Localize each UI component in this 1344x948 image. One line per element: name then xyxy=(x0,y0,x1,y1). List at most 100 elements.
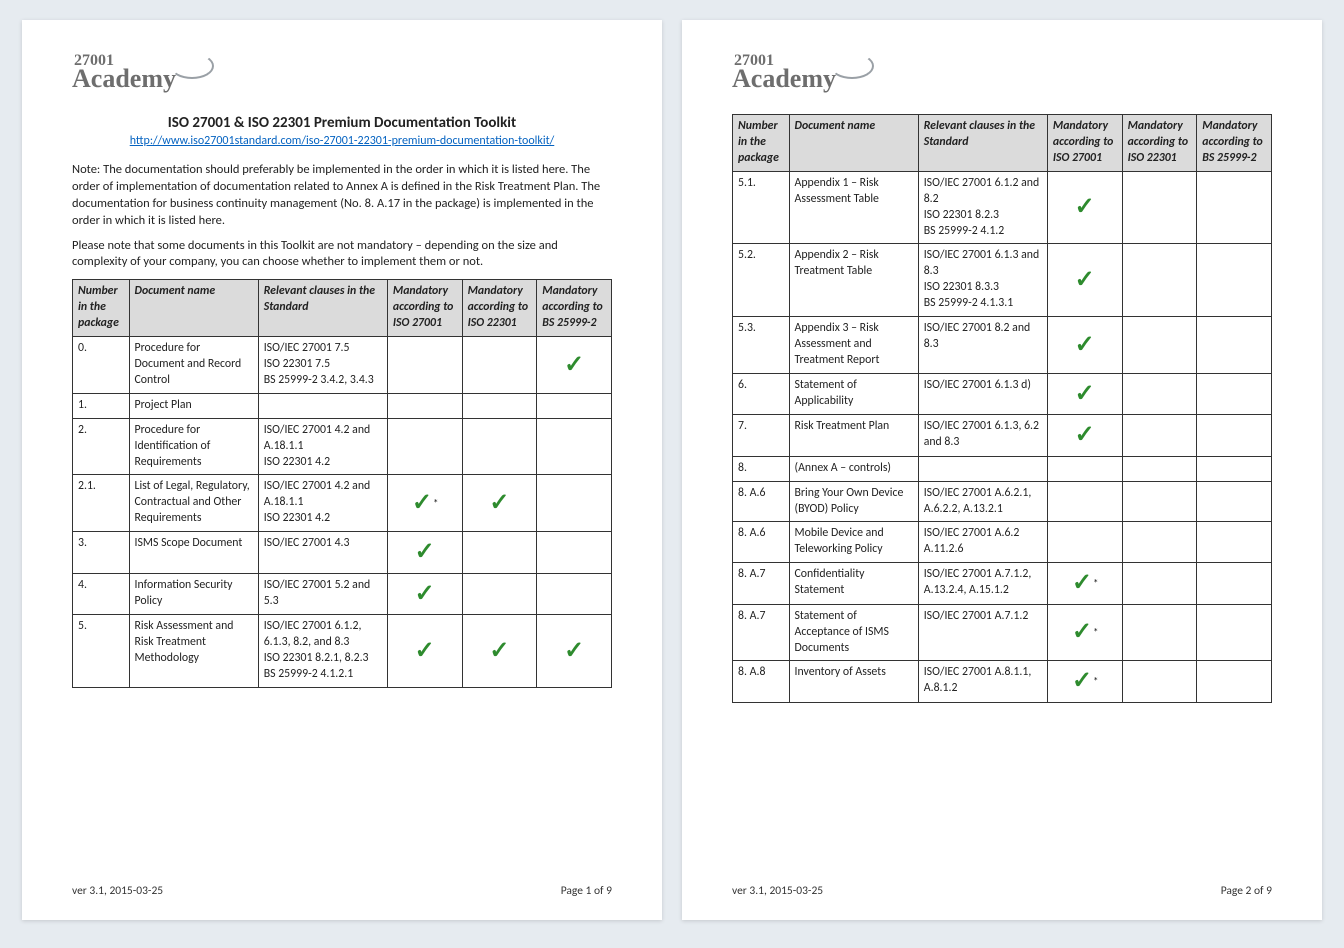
cell-mandatory-27001: ✓* xyxy=(1047,661,1122,702)
table-row: 2.1.List of Legal, Regulatory, Contractu… xyxy=(73,475,612,532)
table-row: 8. A.6Bring Your Own Device (BYOD) Polic… xyxy=(733,481,1272,522)
cell-mandatory-25999 xyxy=(1197,661,1272,702)
cell-number: 5.3. xyxy=(733,317,790,374)
doc-table-page2: Number in the package Document name Rele… xyxy=(732,114,1272,703)
cell-clause: ISO/IEC 27001 6.1.2 and 8.2ISO 22301 8.2… xyxy=(918,171,1047,244)
cell-clause: ISO/IEC 27001 A.6.2 A.11.2.6 xyxy=(918,522,1047,563)
cell-docname: Appendix 2 – Risk Treatment Table xyxy=(789,244,918,317)
cell-mandatory-25999 xyxy=(1197,481,1272,522)
col-mandatory-27001: Mandatory according to ISO 27001 xyxy=(1047,115,1122,172)
cell-docname: Statement of Applicability xyxy=(789,373,918,414)
cell-docname: Appendix 3 – Risk Assessment and Treatme… xyxy=(789,317,918,374)
cell-clause: ISO/IEC 27001 A.6.2.1, A.6.2.2, A.13.2.1 xyxy=(918,481,1047,522)
cell-docname: Mobile Device and Teleworking Policy xyxy=(789,522,918,563)
cell-docname: List of Legal, Regulatory, Contractual a… xyxy=(129,475,258,532)
cell-mandatory-25999 xyxy=(1197,563,1272,604)
cell-mandatory-27001: ✓ xyxy=(1047,373,1122,414)
col-mandatory-22301: Mandatory according to ISO 22301 xyxy=(462,280,537,337)
col-docname: Document name xyxy=(129,280,258,337)
cell-clause: ISO/IEC 27001 6.1.3, 6.2 and 8.3 xyxy=(918,415,1047,456)
cell-mandatory-22301: ✓ xyxy=(462,475,537,532)
cell-mandatory-25999 xyxy=(1197,415,1272,456)
doc-table-page1: Number in the package Document name Rele… xyxy=(72,279,612,687)
table-row: 5.3.Appendix 3 – Risk Assessment and Tre… xyxy=(733,317,1272,374)
cell-number: 1. xyxy=(73,393,130,418)
page-2: 27001 Academy Number in the package Docu… xyxy=(682,20,1322,920)
cell-mandatory-27001: ✓* xyxy=(1047,563,1122,604)
cell-mandatory-25999 xyxy=(1197,522,1272,563)
cell-mandatory-27001: ✓ xyxy=(387,532,462,573)
cell-clause: ISO/IEC 27001 7.5ISO 22301 7.5BS 25999-2… xyxy=(258,337,387,394)
cell-docname: Inventory of Assets xyxy=(789,661,918,702)
cell-docname: Confidentiality Statement xyxy=(789,563,918,604)
cell-docname: Bring Your Own Device (BYOD) Policy xyxy=(789,481,918,522)
cell-mandatory-22301 xyxy=(1122,661,1197,702)
table-row: 5.1.Appendix 1 – Risk Assessment TableIS… xyxy=(733,171,1272,244)
col-docname: Document name xyxy=(789,115,918,172)
cell-mandatory-25999 xyxy=(1197,317,1272,374)
cell-number: 5. xyxy=(73,615,130,688)
cell-mandatory-22301 xyxy=(462,418,537,475)
table-row: 0.Procedure for Document and Record Cont… xyxy=(73,337,612,394)
cell-number: 3. xyxy=(73,532,130,573)
version-label: ver 3.1, 2015-03-25 xyxy=(72,884,163,898)
cell-clause xyxy=(918,456,1047,481)
version-label: ver 3.1, 2015-03-25 xyxy=(732,884,823,898)
cell-mandatory-27001: ✓ xyxy=(1047,317,1122,374)
cell-number: 2.1. xyxy=(73,475,130,532)
cell-mandatory-25999 xyxy=(1197,456,1272,481)
page-1: 27001 Academy ISO 27001 & ISO 22301 Prem… xyxy=(22,20,662,920)
cell-docname: Project Plan xyxy=(129,393,258,418)
cell-mandatory-25999 xyxy=(537,532,612,573)
logo-text: 27001 Academy xyxy=(732,54,836,90)
logo-text: 27001 Academy xyxy=(72,54,176,90)
page-number: Page 2 of 9 xyxy=(1221,884,1272,898)
table-row: 8. A.7Confidentiality StatementISO/IEC 2… xyxy=(733,563,1272,604)
cell-mandatory-22301 xyxy=(1122,317,1197,374)
cell-number: 6. xyxy=(733,373,790,414)
col-mandatory-27001: Mandatory according to ISO 27001 xyxy=(387,280,462,337)
cell-clause: ISO/IEC 27001 A.7.1.2 xyxy=(918,604,1047,661)
table-row: 8. A.6Mobile Device and Teleworking Poli… xyxy=(733,522,1272,563)
cell-mandatory-25999 xyxy=(537,475,612,532)
col-mandatory-25999: Mandatory according to BS 25999-2 xyxy=(1197,115,1272,172)
cell-clause: ISO/IEC 27001 6.1.3 and 8.3ISO 22301 8.3… xyxy=(918,244,1047,317)
logo-arc-icon xyxy=(830,53,874,79)
cell-mandatory-27001: ✓* xyxy=(1047,604,1122,661)
cell-mandatory-25999 xyxy=(537,418,612,475)
cell-clause: ISO/IEC 27001 4.2 and A.18.1.1ISO 22301 … xyxy=(258,475,387,532)
toolkit-link[interactable]: http://www.iso27001standard.com/iso-2700… xyxy=(72,134,612,148)
cell-clause: ISO/IEC 27001 6.1.2, 6.1.3, 8.2, and 8.3… xyxy=(258,615,387,688)
cell-clause: ISO/IEC 27001 4.3 xyxy=(258,532,387,573)
cell-clause: ISO/IEC 27001 5.2 and 5.3 xyxy=(258,573,387,614)
cell-mandatory-27001: ✓* xyxy=(387,475,462,532)
cell-mandatory-25999: ✓ xyxy=(537,337,612,394)
cell-clause: ISO/IEC 27001 8.2 and 8.3 xyxy=(918,317,1047,374)
table-row: 2.Procedure for Identification of Requir… xyxy=(73,418,612,475)
cell-number: 8. A.7 xyxy=(733,604,790,661)
cell-clause: ISO/IEC 27001 A.7.1.2, A.13.2.4, A.15.1.… xyxy=(918,563,1047,604)
cell-mandatory-22301 xyxy=(462,393,537,418)
cell-docname: Appendix 1 – Risk Assessment Table xyxy=(789,171,918,244)
cell-mandatory-25999 xyxy=(1197,171,1272,244)
page-title: ISO 27001 & ISO 22301 Premium Documentat… xyxy=(72,114,612,132)
cell-mandatory-25999 xyxy=(1197,604,1272,661)
cell-docname: (Annex A – controls) xyxy=(789,456,918,481)
cell-mandatory-27001 xyxy=(387,337,462,394)
table-row: 8. A.7Statement of Acceptance of ISMS Do… xyxy=(733,604,1272,661)
cell-mandatory-22301 xyxy=(1122,171,1197,244)
page-footer: ver 3.1, 2015-03-25 Page 1 of 9 xyxy=(72,884,612,898)
cell-number: 8. xyxy=(733,456,790,481)
cell-mandatory-27001: ✓ xyxy=(387,573,462,614)
table-row: 8. A.8Inventory of AssetsISO/IEC 27001 A… xyxy=(733,661,1272,702)
logo-arc-icon xyxy=(170,53,214,79)
cell-docname: Procedure for Document and Record Contro… xyxy=(129,337,258,394)
cell-clause: ISO/IEC 27001 6.1.3 d) xyxy=(918,373,1047,414)
page-footer: ver 3.1, 2015-03-25 Page 2 of 9 xyxy=(732,884,1272,898)
table-row: 4.Information Security PolicyISO/IEC 270… xyxy=(73,573,612,614)
cell-number: 8. A.8 xyxy=(733,661,790,702)
table-row: 8.(Annex A – controls) xyxy=(733,456,1272,481)
table-header-row: Number in the package Document name Rele… xyxy=(733,115,1272,172)
cell-mandatory-22301 xyxy=(1122,244,1197,317)
col-mandatory-25999: Mandatory according to BS 25999-2 xyxy=(537,280,612,337)
